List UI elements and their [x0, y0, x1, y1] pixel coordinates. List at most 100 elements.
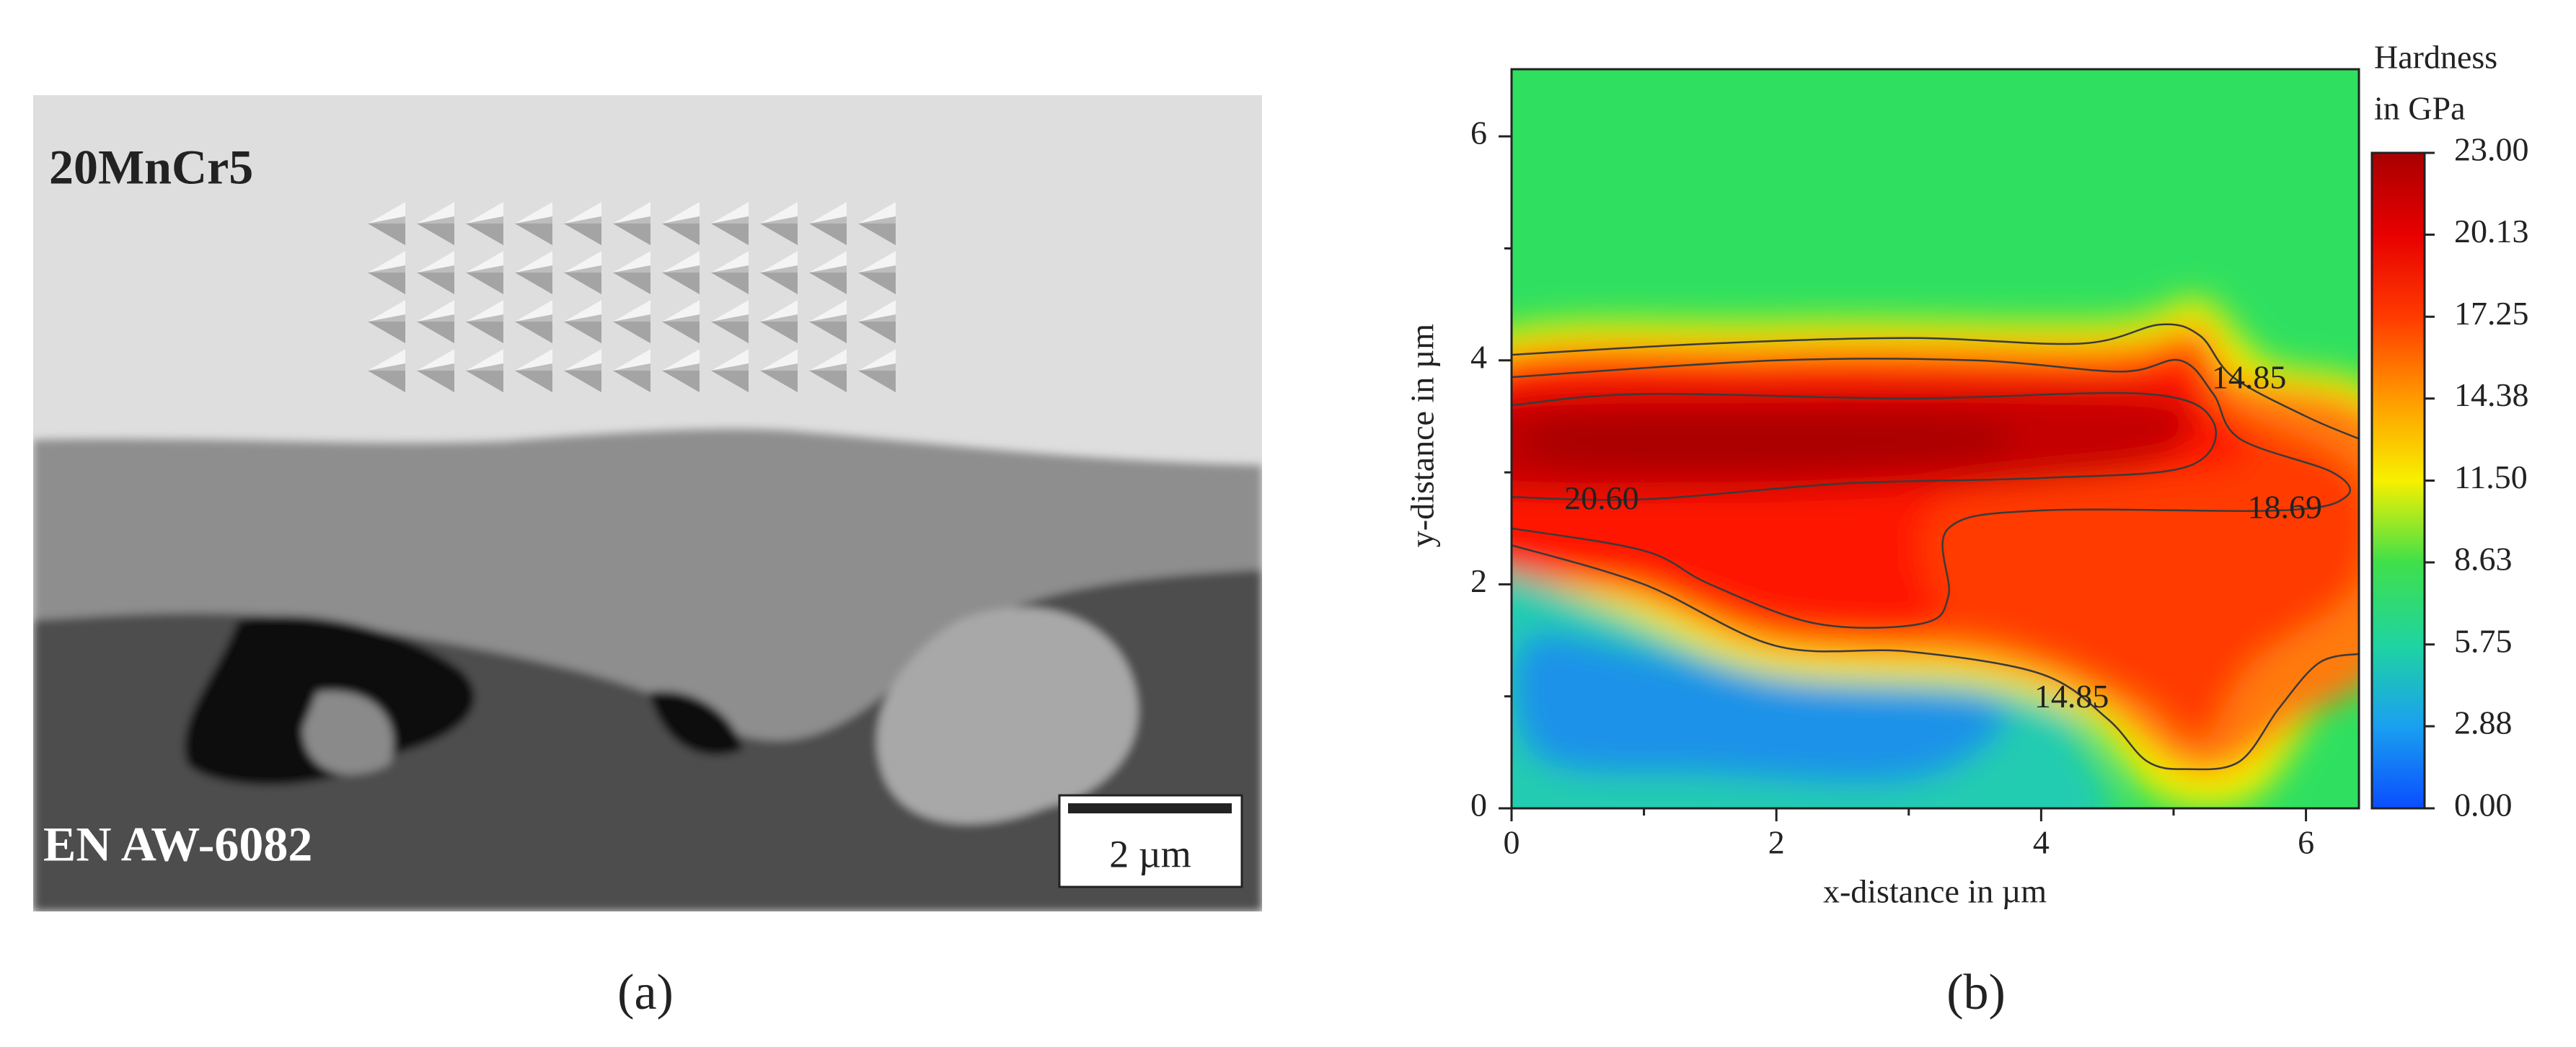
indent-shade: [662, 371, 700, 392]
indent-light: [760, 251, 798, 273]
indent-light: [809, 349, 847, 371]
indent-light: [564, 300, 601, 322]
plot-overlay: 0 2 4 6 0 2 4 6 14.85 20.60 18.69 14.85 Hardness in G…: [1470, 39, 2529, 861]
indent-light: [417, 300, 454, 322]
x-axis-label: x-distance in µm: [1823, 873, 2047, 910]
colorbar-tick-label: 0.00: [2454, 787, 2513, 823]
indent-light: [466, 300, 503, 322]
indent-shade: [368, 371, 405, 392]
field-shapes: [1512, 297, 2359, 808]
colorbar: [2370, 151, 2426, 810]
material-label: 20MnCr5: [49, 140, 253, 195]
indent-shade: [809, 371, 847, 392]
indent-shade: [515, 224, 552, 245]
indent-shade: [564, 322, 601, 343]
indent-light: [564, 202, 601, 224]
indent-shade: [368, 322, 405, 343]
indent-shade: [515, 322, 552, 343]
indent-shade: [417, 371, 454, 392]
indent-shade: [613, 273, 650, 294]
indent-light: [613, 202, 650, 224]
indent-shade: [368, 273, 405, 294]
indent-light: [466, 202, 503, 224]
indent-light: [662, 251, 700, 273]
indent-shade: [760, 273, 798, 294]
field-region: [1512, 633, 2008, 784]
indent-shade: [613, 322, 650, 343]
indent-shade: [760, 224, 798, 245]
indent-array: [368, 202, 896, 392]
indent-light: [417, 349, 454, 371]
y-tick-label: 2: [1470, 562, 1487, 599]
colorbar-tick-label: 11.50: [2454, 459, 2528, 495]
y-tick-label: 4: [1470, 338, 1487, 375]
indent-light: [417, 251, 454, 273]
indent-light: [711, 251, 749, 273]
contour-line: [1512, 392, 2217, 501]
colorbar-tick-label: 8.63: [2454, 540, 2513, 577]
indent-shade: [711, 273, 749, 294]
indent-light: [368, 300, 405, 322]
field-region: [1519, 416, 2012, 468]
indent-light: [858, 300, 896, 322]
indent-light: [515, 251, 552, 273]
indent-light: [760, 349, 798, 371]
indent-shade: [368, 224, 405, 245]
indent-shade: [564, 371, 601, 392]
y-tick-label: 0: [1470, 787, 1487, 823]
indent-shade: [564, 224, 601, 245]
x-tick-label: 6: [2298, 824, 2314, 861]
indent-shade: [613, 371, 650, 392]
indent-light: [564, 349, 601, 371]
indent-light: [613, 349, 650, 371]
indent-light: [662, 349, 700, 371]
indent-light: [760, 300, 798, 322]
indent-shade: [858, 273, 896, 294]
indent-light: [613, 251, 650, 273]
material-label: EN AW-6082: [43, 817, 312, 872]
indent-shade: [809, 273, 847, 294]
indent-shade: [466, 322, 503, 343]
indent-shade: [613, 224, 650, 245]
x-tick-label: 0: [1504, 824, 1520, 861]
colorbar-tick-label: 17.25: [2454, 295, 2529, 332]
indent-shade: [711, 224, 749, 245]
indent-shade: [760, 371, 798, 392]
indent-light: [858, 251, 896, 273]
indent-light: [515, 202, 552, 224]
indent-light: [368, 349, 405, 371]
y-axis-label: y-distance in µm: [1404, 324, 1441, 547]
y-tick-label: 6: [1470, 115, 1487, 151]
colorbar-tick-label: 2.88: [2454, 704, 2513, 741]
indent-light: [613, 300, 650, 322]
indent-light: [711, 349, 749, 371]
indent-light: [711, 300, 749, 322]
indent-light: [858, 349, 896, 371]
colorbar-tick-label: 5.75: [2454, 622, 2513, 659]
indent-shade: [466, 273, 503, 294]
indent-light: [368, 251, 405, 273]
contour-label: 18.69: [2247, 488, 2322, 525]
indent-shade: [662, 224, 700, 245]
colorbar-tick-label: 14.38: [2454, 376, 2529, 413]
indent-shade: [417, 322, 454, 343]
indent-light: [809, 251, 847, 273]
indent-shade: [711, 322, 749, 343]
indent-light: [662, 300, 700, 322]
x-tick-label: 2: [1768, 824, 1785, 861]
indent-light: [368, 202, 405, 224]
indent-light: [515, 349, 552, 371]
contour-line: [1512, 358, 2351, 629]
indent-shade: [809, 322, 847, 343]
colorbar-tick-label: 23.00: [2454, 131, 2529, 168]
indent-light: [662, 202, 700, 224]
colorbar-title: in GPa: [2374, 90, 2466, 127]
contour-line: [1512, 544, 2359, 771]
indent-light: [809, 202, 847, 224]
colorbar-tick-label: 20.13: [2454, 213, 2529, 249]
indent-light: [466, 349, 503, 371]
indent-shade: [515, 273, 552, 294]
indent-light: [417, 202, 454, 224]
indent-light: [858, 202, 896, 224]
